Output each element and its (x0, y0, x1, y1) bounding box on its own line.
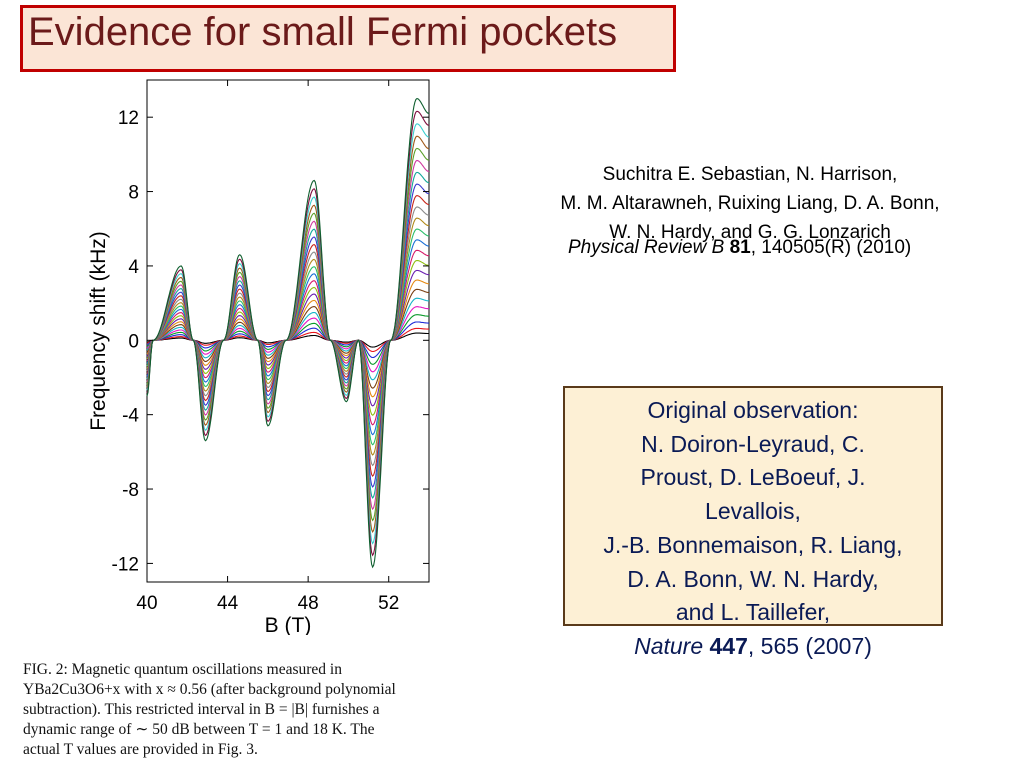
x-tick-label: 40 (136, 593, 157, 614)
paper-citation: Physical Review B 81, 140505(R) (2010) (568, 237, 911, 259)
series-line (146, 98, 430, 569)
citation-rest: , 140505(R) (2010) (750, 237, 912, 258)
y-tick-label: 12 (118, 108, 139, 129)
journal-name: Physical Review B (568, 237, 725, 258)
caption-line: YBa2Cu3O6+x with x ≈ 0.56 (after backgro… (23, 681, 396, 698)
x-axis-label: B (T) (265, 614, 312, 635)
x-tick-label: 48 (298, 593, 319, 614)
y-tick-label: 4 (128, 257, 139, 278)
plot-frame (146, 79, 430, 583)
caption-line: dynamic range of ∼ 50 dB between T = 1 a… (23, 721, 375, 738)
original-line: J.-B. Bonnemaison, R. Liang, (603, 531, 903, 558)
paper-authors: Suchitra E. Sebastian, N. Harrison, M. M… (500, 160, 1000, 247)
x-tick-label: 44 (217, 593, 239, 614)
figure-caption: FIG. 2: Magnetic quantum oscillations me… (23, 660, 503, 760)
slide-title: Evidence for small Fermi pockets (28, 10, 618, 54)
original-line: N. Doiron-Leyraud, C. (641, 430, 865, 457)
y-tick-label: 0 (128, 331, 139, 352)
original-line: Proust, D. LeBoeuf, J. (640, 464, 866, 491)
original-line: and L. Taillefer, (675, 599, 831, 626)
original-line: Levallois, (705, 498, 801, 525)
author-line: W. N. Hardy, and G. G. Lonzarich (609, 222, 891, 243)
author-line: M. M. Altarawneh, Ruixing Liang, D. A. B… (560, 193, 940, 214)
y-tick-label: -12 (112, 554, 139, 575)
caption-line: FIG. 2: Magnetic quantum oscillations me… (23, 661, 342, 678)
citation-rest: , 565 (2007) (747, 632, 872, 659)
author-line: Suchitra E. Sebastian, N. Harrison, (602, 164, 898, 185)
y-tick-label: 8 (128, 183, 139, 204)
caption-line: subtraction). This restricted interval i… (23, 701, 380, 718)
original-line: Original observation: (647, 397, 859, 423)
original-line: D. A. Bonn, W. N. Hardy, (627, 565, 879, 592)
journal-name: Nature (634, 632, 704, 659)
title-highlight-box (20, 5, 676, 72)
original-citation: Nature 447, 565 (2007) (555, 630, 951, 664)
journal-volume: 447 (709, 632, 748, 659)
x-tick-label: 52 (378, 593, 399, 614)
original-observation-box (563, 386, 943, 626)
journal-volume: 81 (729, 237, 751, 258)
series-layer (146, 98, 430, 569)
y-axis-label: Frequency shift (kHz) (87, 231, 110, 431)
y-tick-label: -4 (122, 406, 139, 427)
caption-line: actual T values are provided in Fig. 3. (23, 741, 258, 758)
y-tick-label: -8 (122, 480, 139, 501)
original-observation-text: Original observation: N. Doiron-Leyraud,… (555, 394, 951, 664)
